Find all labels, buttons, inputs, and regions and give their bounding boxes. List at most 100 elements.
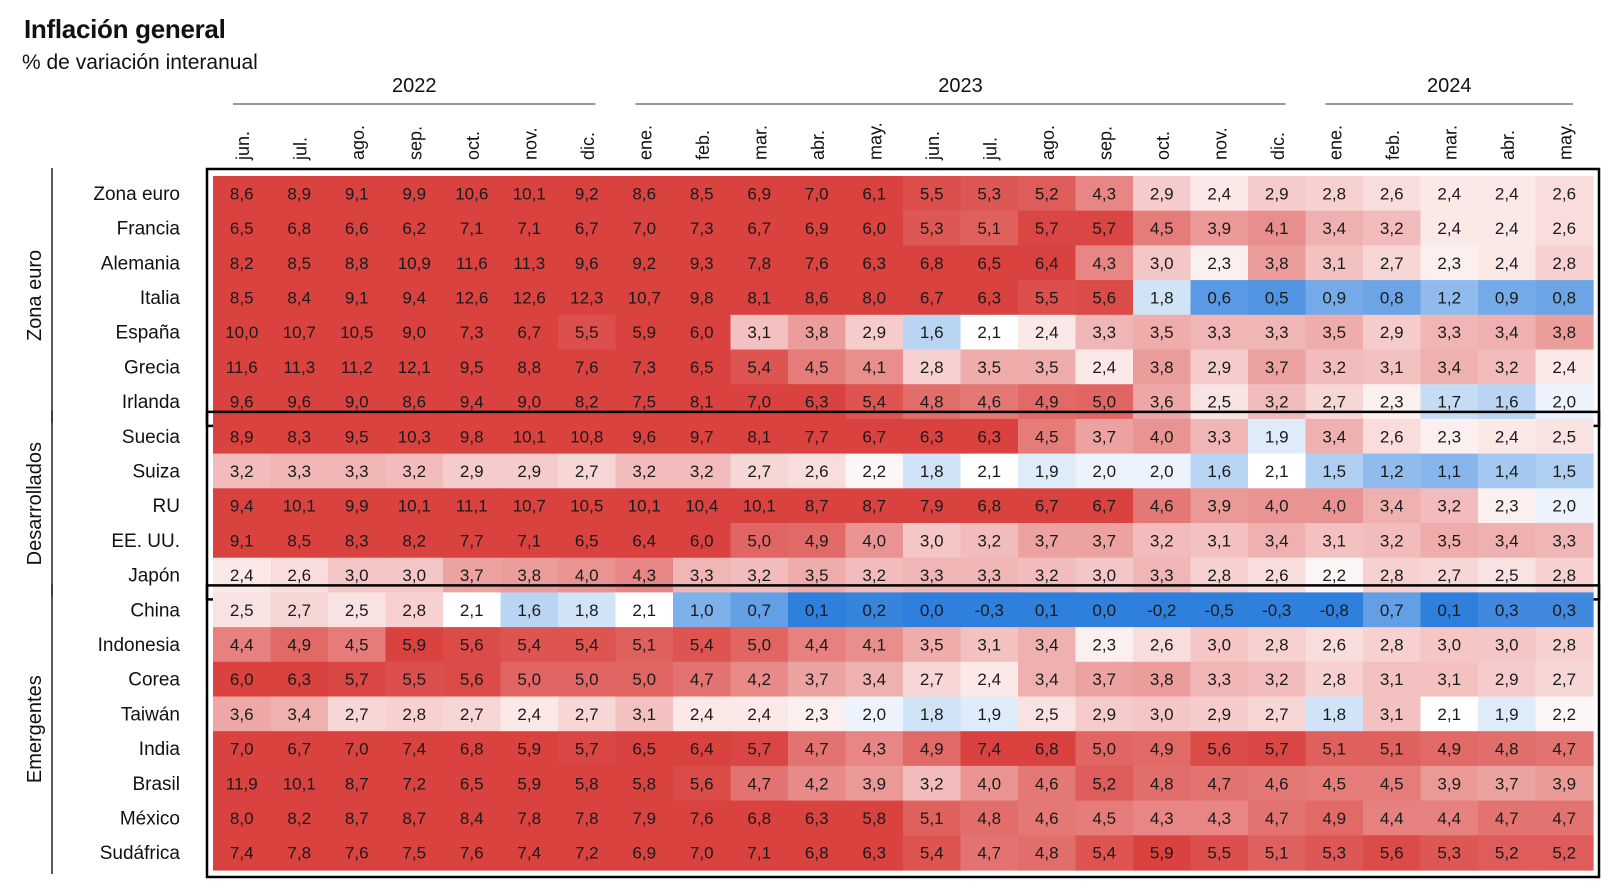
cell-value: 2,4 <box>1437 219 1461 238</box>
cell-value: 7,0 <box>805 184 829 203</box>
heatmap-cell <box>1248 384 1307 420</box>
cell-value: 3,2 <box>1495 358 1519 377</box>
heatmap-cell <box>903 592 962 628</box>
heatmap-cell <box>1248 488 1307 524</box>
cell-value: 3,3 <box>1150 566 1174 585</box>
cell-value: 8,5 <box>287 531 311 550</box>
cell-value: 5,7 <box>575 740 599 759</box>
heatmap-cell <box>213 280 272 316</box>
heatmap-cell <box>1075 627 1134 663</box>
heatmap-cell <box>730 696 789 732</box>
cell-value: 6,7 <box>517 323 541 342</box>
cell-value: 3,4 <box>1035 635 1059 654</box>
cell-value: 5,6 <box>460 635 484 654</box>
heatmap-cell <box>1478 592 1537 628</box>
heatmap-cell <box>788 453 847 489</box>
cell-value: 7,8 <box>287 844 311 863</box>
cell-value: 4,5 <box>1322 774 1346 793</box>
cell-value: 9,0 <box>517 393 541 412</box>
month-label: abr. <box>808 130 828 160</box>
cell-value: 10,1 <box>283 497 316 516</box>
heatmap-cell <box>385 418 444 455</box>
cell-value: 2,4 <box>1552 358 1576 377</box>
cell-value: 5,0 <box>747 635 771 654</box>
cell-value: 3,7 <box>805 670 829 689</box>
cell-value: 7,7 <box>805 427 829 446</box>
cell-value: 6,5 <box>575 531 599 550</box>
cell-value: 4,3 <box>632 566 656 585</box>
heatmap-cell <box>558 384 617 420</box>
cell-value: 10,7 <box>628 288 661 307</box>
cell-value: 3,9 <box>1207 219 1231 238</box>
heatmap-cell <box>328 627 387 663</box>
cell-value: 10,8 <box>570 427 603 446</box>
cell-value: 8,2 <box>402 531 426 550</box>
cell-value: 4,7 <box>690 670 714 689</box>
month-label: dic. <box>578 132 598 160</box>
cell-value: 7,3 <box>632 358 656 377</box>
heatmap-cell <box>845 280 904 316</box>
cell-value: 10,0 <box>225 323 258 342</box>
heatmap-cell <box>1133 210 1192 246</box>
heatmap-cell <box>1018 488 1077 524</box>
month-label: nov. <box>1210 127 1230 160</box>
heatmap-cell <box>673 384 732 420</box>
heatmap-cell <box>1363 280 1422 316</box>
heatmap-cell <box>1478 696 1537 732</box>
cell-value: 3,4 <box>1322 219 1346 238</box>
month-label: mar. <box>750 125 770 160</box>
heatmap-cell <box>1535 280 1594 316</box>
heatmap-cell <box>443 627 502 663</box>
heatmap-cell <box>443 731 502 767</box>
heatmap-cell <box>328 210 387 246</box>
heatmap-cell <box>1420 800 1479 836</box>
heatmap-cell <box>1420 176 1479 212</box>
heatmap-cell <box>1018 176 1077 212</box>
heatmap-cell <box>1133 176 1192 212</box>
cell-value: 6,7 <box>920 288 944 307</box>
heatmap-cell <box>213 349 272 385</box>
cell-value: 2,2 <box>1552 705 1576 724</box>
cell-value: 5,0 <box>575 670 599 689</box>
cell-value: 7,2 <box>575 844 599 863</box>
cell-value: 8,6 <box>230 184 254 203</box>
heatmap-cell <box>1305 314 1364 351</box>
heatmap-cell <box>328 696 387 732</box>
cell-value: 8,2 <box>230 254 254 273</box>
heatmap-cell <box>960 314 1019 351</box>
cell-value: 4,6 <box>1265 774 1289 793</box>
cell-value: 5,5 <box>1207 844 1231 863</box>
cell-value: 9,1 <box>345 184 369 203</box>
heatmap-cell <box>1363 661 1422 698</box>
cell-value: 3,9 <box>1437 774 1461 793</box>
cell-value: 0,5 <box>1265 288 1289 307</box>
cell-value: 1,9 <box>1495 705 1519 724</box>
cell-value: 6,5 <box>632 740 656 759</box>
heatmap-cell <box>1018 210 1077 246</box>
month-label: jul. <box>980 137 1000 161</box>
cell-value: 9,9 <box>402 184 426 203</box>
heatmap-cell <box>845 349 904 385</box>
heatmap-cell <box>1133 418 1192 455</box>
year-label-2024: 2024 <box>1427 75 1472 97</box>
cell-value: 8,6 <box>402 393 426 412</box>
heatmap-cell <box>1248 696 1307 732</box>
cell-value: 8,0 <box>230 809 254 828</box>
heatmap-cell <box>500 557 559 593</box>
heatmap-cell <box>1018 280 1077 316</box>
heatmap-cell <box>1248 314 1307 351</box>
row-label: México <box>120 808 180 829</box>
heatmap-cell <box>270 592 329 628</box>
heatmap-cell <box>673 696 732 732</box>
cell-value: 6,0 <box>690 323 714 342</box>
heatmap-cell <box>1363 523 1422 559</box>
heatmap-cell <box>558 245 617 281</box>
cell-value: 2,8 <box>1207 566 1231 585</box>
heatmap-cell <box>788 280 847 316</box>
heatmap-cell <box>328 245 387 281</box>
heatmap-cell <box>328 731 387 767</box>
heatmap-cell <box>270 696 329 732</box>
cell-value: 9,1 <box>230 531 254 550</box>
heatmap-cell <box>558 349 617 385</box>
cell-value: 7,3 <box>690 219 714 238</box>
